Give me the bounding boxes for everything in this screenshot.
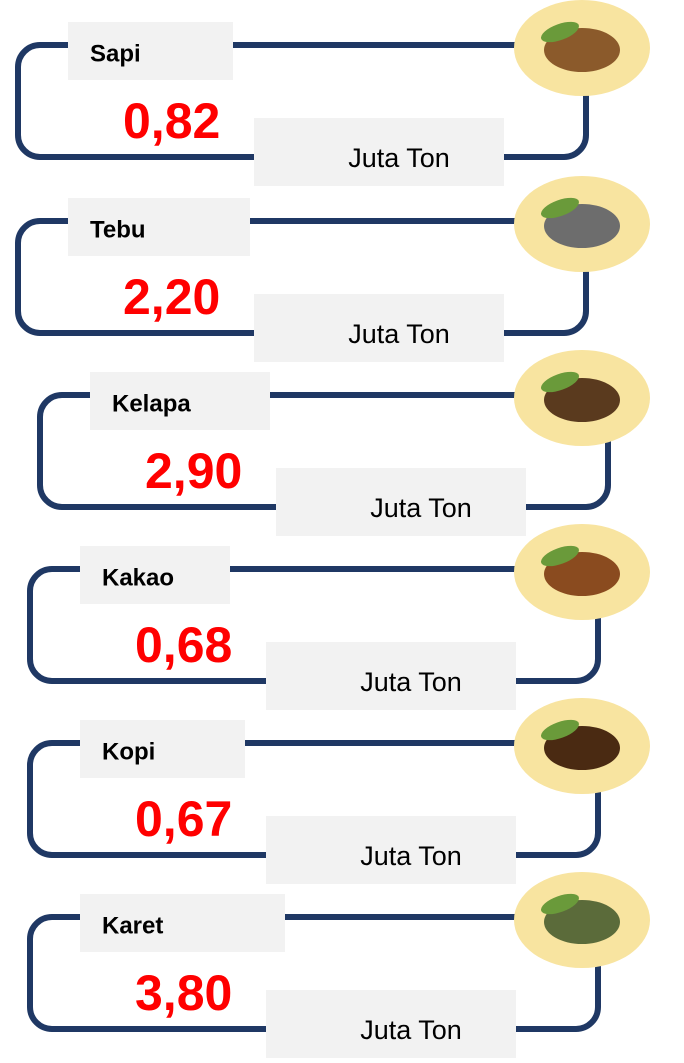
label-box (90, 372, 270, 430)
item-unit: Juta Ton (360, 1015, 462, 1045)
item-name: Kakao (102, 564, 174, 591)
unit-box (276, 468, 526, 536)
item-card: Kopi 0,67 Juta Ton (27, 698, 650, 884)
icon-leaf (541, 893, 579, 915)
icon-leaf (541, 197, 579, 219)
label-box (68, 22, 233, 80)
item-card: Tebu 2,20 Juta Ton (15, 176, 650, 362)
item-unit: Juta Ton (360, 667, 462, 697)
item-unit: Juta Ton (348, 319, 450, 349)
item-value: 2,90 (145, 443, 242, 499)
icon-leaf (541, 719, 579, 741)
item-value: 0,68 (135, 617, 232, 673)
item-unit: Juta Ton (360, 841, 462, 871)
item-card: Sapi 0,82 Juta Ton (15, 0, 650, 186)
label-box (80, 720, 245, 778)
unit-box (266, 990, 516, 1058)
item-name: Kelapa (112, 390, 191, 417)
item-value: 2,20 (123, 269, 220, 325)
item-value: 0,82 (123, 93, 220, 149)
icon-leaf (541, 545, 579, 567)
unit-box (266, 816, 516, 884)
item-card: Kelapa 2,90 Juta Ton (37, 350, 650, 536)
item-name: Karet (102, 912, 163, 939)
item-name: Kopi (102, 738, 155, 765)
item-unit: Juta Ton (370, 493, 472, 523)
item-card: Kakao 0,68 Juta Ton (27, 524, 650, 710)
icon-leaf (541, 371, 579, 393)
item-value: 3,80 (135, 965, 232, 1021)
label-box (80, 894, 285, 952)
unit-box (254, 118, 504, 186)
item-name: Tebu (90, 216, 146, 243)
item-unit: Juta Ton (348, 143, 450, 173)
label-box (80, 546, 230, 604)
item-name: Sapi (90, 40, 141, 67)
unit-box (254, 294, 504, 362)
label-box (68, 198, 250, 256)
icon-leaf (541, 21, 579, 43)
item-value: 0,67 (135, 791, 232, 847)
item-card: Karet 3,80 Juta Ton (27, 872, 650, 1058)
unit-box (266, 642, 516, 710)
